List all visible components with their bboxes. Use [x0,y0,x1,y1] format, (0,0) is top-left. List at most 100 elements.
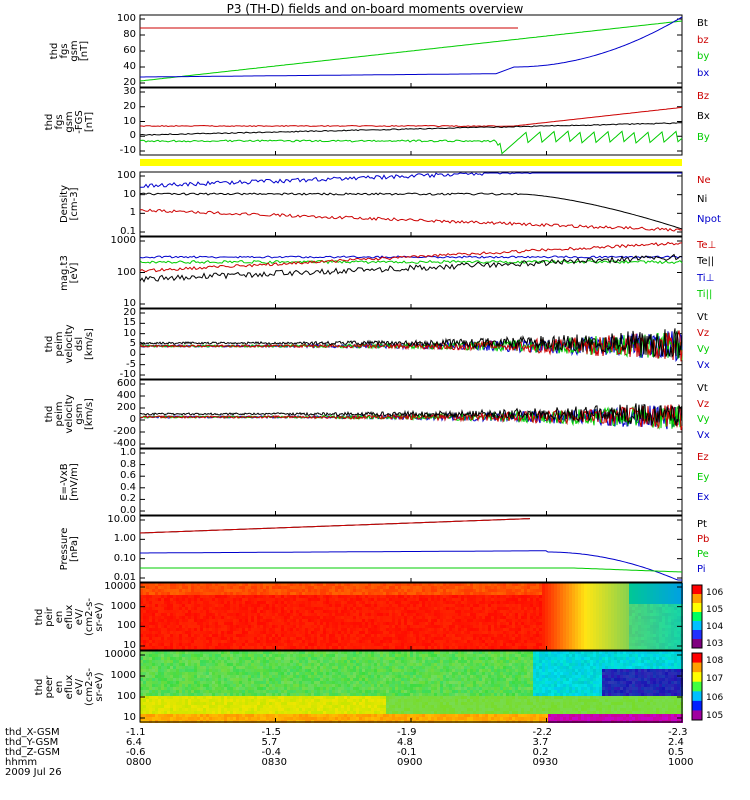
ion-spectrogram-cell [506,631,509,634]
ion-spectrogram-cell [398,628,401,631]
ion-spectrogram-cell [200,595,203,598]
ion-spectrogram-cell [605,622,608,625]
ion-spectrogram-cell [383,583,386,586]
ion-spectrogram-cell [614,622,617,625]
ion-spectrogram-cell [494,631,497,634]
ion-spectrogram-cell [386,646,389,649]
ion-spectrogram-cell [200,616,203,619]
ion-spectrogram-cell [479,610,482,613]
ion-spectrogram-cell [425,604,428,607]
ion-spectrogram-cell [335,610,338,613]
ion-spectrogram-cell [512,625,515,628]
ion-spectrogram-cell [632,601,635,604]
ion-spectrogram-cell [620,607,623,610]
ion-spectrogram-cell [608,622,611,625]
ion-spectrogram-cell [620,637,623,640]
electron-spectrogram-cell [149,657,152,660]
ion-spectrogram-cell [593,610,596,613]
ion-spectrogram-cell [497,625,500,628]
ion-spectrogram-cell [410,622,413,625]
ion-spectrogram-cell [164,601,167,604]
ion-spectrogram-cell [404,604,407,607]
ion-spectrogram-cell [446,598,449,601]
ion-spectrogram-cell [362,622,365,625]
ion-spectrogram-cell [233,640,236,643]
electron-spectrogram-cell [209,675,212,678]
ion-spectrogram-cell [569,631,572,634]
ion-spectrogram-cell [404,643,407,646]
ion-spectrogram-cell [428,646,431,649]
ion-spectrogram-cell [647,640,650,643]
electron-spectrogram-cell [182,693,185,696]
ion-spectrogram-cell [353,622,356,625]
ion-spectrogram-cell [590,634,593,637]
electron-spectrogram-cell [218,672,221,675]
ion-spectrogram-cell [602,625,605,628]
ion-spectrogram-cell [233,634,236,637]
ion-spectrogram-cell [653,583,656,586]
electron-spectrogram-cell [176,699,179,702]
ion-spectrogram-cell [551,613,554,616]
ion-spectrogram-cell [677,616,680,619]
electron-spectrogram-cell [209,699,212,702]
ion-spectrogram-cell [677,646,680,649]
ion-spectrogram-cell [218,595,221,598]
electron-spectrogram-cell [194,660,197,663]
ion-spectrogram-cell [563,607,566,610]
electron-spectrogram-cell [158,660,161,663]
electron-spectrogram-cell [170,678,173,681]
electron-spectrogram-cell [158,675,161,678]
ion-spectrogram-cell [218,646,221,649]
electron-spectrogram-cell [158,666,161,669]
ion-spectrogram-cell [446,583,449,586]
ion-spectrogram-cell [155,640,158,643]
electron-spectrogram-cell [155,693,158,696]
ion-spectrogram-cell [332,604,335,607]
ion-spectrogram-cell [362,637,365,640]
ion-spectrogram-cell [467,628,470,631]
ion-spectrogram-cell [392,628,395,631]
ion-spectrogram-cell [671,628,674,631]
ion-spectrogram-cell [377,637,380,640]
ion-spectrogram-cell [638,601,641,604]
ion-spectrogram-cell [257,631,260,634]
ion-spectrogram-cell [665,622,668,625]
ion-spectrogram-cell [578,592,581,595]
ion-spectrogram-cell [182,637,185,640]
ion-spectrogram-cell [350,586,353,589]
electron-spectrogram-cell [164,705,167,708]
ion-spectrogram-cell [497,646,500,649]
ion-spectrogram-cell [653,622,656,625]
ion-spectrogram-cell [203,634,206,637]
ion-spectrogram-cell [491,586,494,589]
electron-spectrogram-cell [212,669,215,672]
electron-spectrogram-cell [224,705,227,708]
ion-spectrogram-cell [392,643,395,646]
ion-spectrogram-cell [215,622,218,625]
ion-spectrogram-cell [422,634,425,637]
ion-spectrogram-cell [509,598,512,601]
ion-spectrogram-cell [542,619,545,622]
ion-spectrogram-cell [671,604,674,607]
ion-spectrogram-cell [311,640,314,643]
ion-spectrogram-cell [221,586,224,589]
ion-spectrogram-cell [170,595,173,598]
ion-spectrogram-cell [398,643,401,646]
electron-spectrogram-cell [230,681,233,684]
ion-spectrogram-cell [662,583,665,586]
ion-spectrogram-cell [521,637,524,640]
ion-spectrogram-cell [179,613,182,616]
ion-spectrogram-cell [389,643,392,646]
ion-spectrogram-cell [269,646,272,649]
ion-spectrogram-cell [152,619,155,622]
ion-spectrogram-cell [509,610,512,613]
ion-spectrogram-cell [506,619,509,622]
ion-spectrogram-cell [317,598,320,601]
ion-spectrogram-cell [332,613,335,616]
ion-spectrogram-cell [176,598,179,601]
ion-spectrogram-cell [305,601,308,604]
ion-spectrogram-cell [302,616,305,619]
ion-spectrogram-cell [173,622,176,625]
ion-spectrogram-cell [653,640,656,643]
ion-spectrogram-cell [581,610,584,613]
